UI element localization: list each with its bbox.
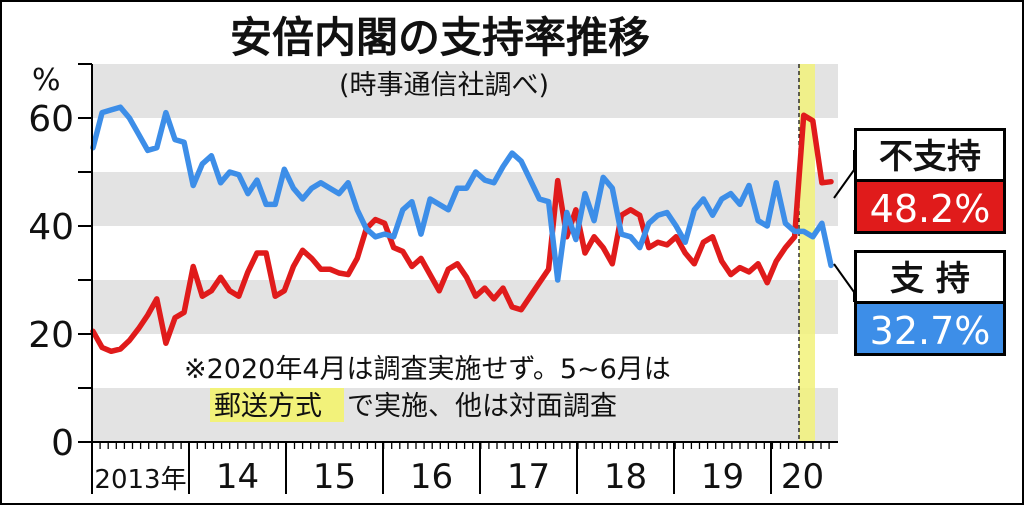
chart-subtitle: (時事通信社調べ)	[339, 70, 549, 101]
y-tick-labels: 0 20 40 60	[28, 99, 74, 464]
series-line-disapprove	[90, 112, 834, 355]
x-tick-labels: 2013年 14 15 16 17 18 19 20	[94, 457, 824, 497]
y-tick-label: 40	[28, 207, 74, 248]
note-line1: ※2020年4月は調査実施せず。5~6月は	[184, 354, 671, 385]
x-tick-label: 15	[313, 457, 356, 497]
y-unit-label: %	[32, 63, 61, 98]
series-lines	[90, 104, 834, 355]
approve-value: 32.7%	[870, 309, 991, 353]
x-tick-label: 20	[781, 457, 824, 497]
x-tick-label: 2013年	[94, 465, 186, 495]
x-tick-label: 16	[410, 457, 453, 497]
chart-title: 安倍内閣の支持率推移	[230, 13, 650, 62]
x-tick-label: 17	[507, 457, 550, 497]
approve-value-box	[857, 304, 1003, 353]
y-tick-label: 20	[28, 315, 74, 356]
x-tick-label: 19	[701, 457, 744, 497]
series-line-approve	[90, 104, 834, 283]
x-tick-label: 14	[216, 457, 259, 497]
axes	[78, 63, 838, 494]
note-highlight-text: 郵送方式	[214, 391, 322, 422]
grid-bands	[92, 64, 838, 442]
grid-band	[92, 280, 838, 334]
note-highlight-box	[210, 388, 344, 422]
disapprove-value: 48.2%	[870, 187, 991, 231]
approve-label: 支 持	[890, 259, 970, 299]
y-tick-label: 60	[28, 99, 74, 140]
footnote: ※2020年4月は調査実施せず。5~6月は 郵送方式 で実施、他は対面調査	[184, 354, 671, 422]
x-tick-label: 18	[604, 457, 647, 497]
grid-band	[92, 64, 838, 118]
note-rest-text: で実施、他は対面調査	[347, 391, 617, 422]
disapprove-label: 不支持	[879, 137, 981, 177]
y-tick-label: 0	[51, 423, 74, 464]
disapprove-value-box	[857, 182, 1003, 231]
